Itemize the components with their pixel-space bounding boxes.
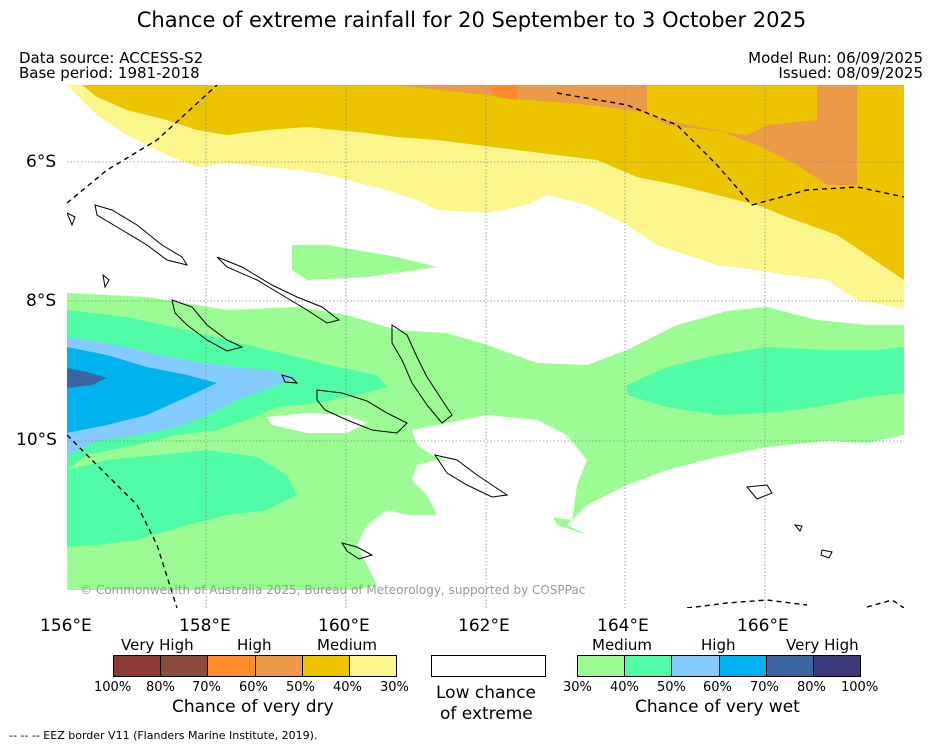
copyright-notice: © Commonwealth of Australia 2025, Bureau… (80, 583, 586, 597)
dry-high-zone (397, 85, 904, 185)
wet-high-strong-zone (67, 347, 217, 433)
rainfall-map: © Commonwealth of Australia 2025, Bureau… (67, 85, 904, 608)
dry-colorbar (113, 655, 397, 677)
wet-category-high: High (701, 636, 736, 654)
wet-very-high-zone (67, 368, 107, 388)
dry-tick-80: 80% (146, 680, 175, 695)
map-title: Chance of extreme rainfall for 20 Septem… (136, 8, 807, 32)
model-run-label: Model Run: 06/09/2025 (748, 49, 923, 67)
map-canvas (67, 85, 904, 608)
wet-tick-60: 60% (703, 680, 732, 695)
wet-category-very-high: Very High (786, 636, 859, 654)
wet-medium-north-zone (292, 245, 437, 280)
dry-tick-40: 40% (333, 680, 362, 695)
low-chance-caption-line2: of extreme (440, 704, 533, 724)
lon-label-156e: 156°E (40, 616, 92, 636)
lon-label-164e: 164°E (597, 616, 649, 636)
dry-tick-60: 60% (239, 680, 268, 695)
wet-swatch-1 (578, 656, 626, 676)
dry-swatch-1 (114, 656, 162, 676)
dry-tick-70: 70% (192, 680, 221, 695)
data-source-label: Data source: ACCESS-S2 (19, 49, 204, 67)
dry-category-medium: Medium (317, 636, 377, 654)
dry-swatch-6 (349, 656, 397, 676)
dry-category-high: High (237, 636, 272, 654)
dry-swatch-3 (208, 656, 256, 676)
wet-swatch-5 (766, 656, 814, 676)
wet-swatch-2 (625, 656, 673, 676)
base-period-label: Base period: 1981-2018 (19, 64, 200, 82)
lon-label-166e: 166°E (737, 616, 789, 636)
wet-tick-70: 70% (750, 680, 779, 695)
dry-high-core-zone (487, 85, 517, 100)
dry-category-very-high: Very High (121, 636, 194, 654)
wet-tick-50: 50% (657, 680, 686, 695)
wet-tick-100: 100% (841, 680, 879, 695)
low-chance-caption-line1: Low chance (436, 683, 536, 703)
wet-swatch-4 (719, 656, 767, 676)
lat-label-10s: 10°S (16, 430, 57, 450)
dry-tick-50: 50% (286, 680, 315, 695)
wet-colorbar (577, 655, 861, 677)
coastlines (67, 204, 833, 560)
wet-tick-80: 80% (797, 680, 826, 695)
dry-legend-caption: Chance of very dry (172, 697, 334, 717)
dry-medium-strong-zone (67, 85, 904, 280)
wet-medium-strong-south-zone (67, 450, 297, 547)
wet-tick-40: 40% (610, 680, 639, 695)
wet-category-medium: Medium (592, 636, 652, 654)
wet-tick-30: 30% (563, 680, 592, 695)
dry-swatch-2 (161, 656, 209, 676)
dry-swatch-4 (255, 656, 303, 676)
issued-label: Issued: 08/09/2025 (778, 64, 923, 82)
low-chance-swatch (431, 655, 546, 677)
dry-tick-30: 30% (380, 680, 409, 695)
wet-legend-caption: Chance of very wet (635, 697, 800, 717)
wet-swatch-3 (672, 656, 720, 676)
lon-label-160e: 160°E (318, 616, 370, 636)
wet-swatch-6 (813, 656, 861, 676)
dry-tick-100: 100% (94, 680, 132, 695)
dry-swatch-5 (302, 656, 350, 676)
low-chance-pocket-east (567, 441, 904, 590)
eez-footnote: -- -- -- EEZ border V11 (Flanders Marine… (9, 729, 318, 742)
eez-borders (67, 85, 904, 608)
lon-label-162e: 162°E (458, 616, 510, 636)
wet-medium-strong-east-zone (627, 347, 904, 415)
lat-label-6s: 6°S (26, 152, 57, 172)
lat-label-8s: 8°S (26, 291, 57, 311)
graticule (67, 85, 904, 608)
lon-label-158e: 158°E (179, 616, 231, 636)
